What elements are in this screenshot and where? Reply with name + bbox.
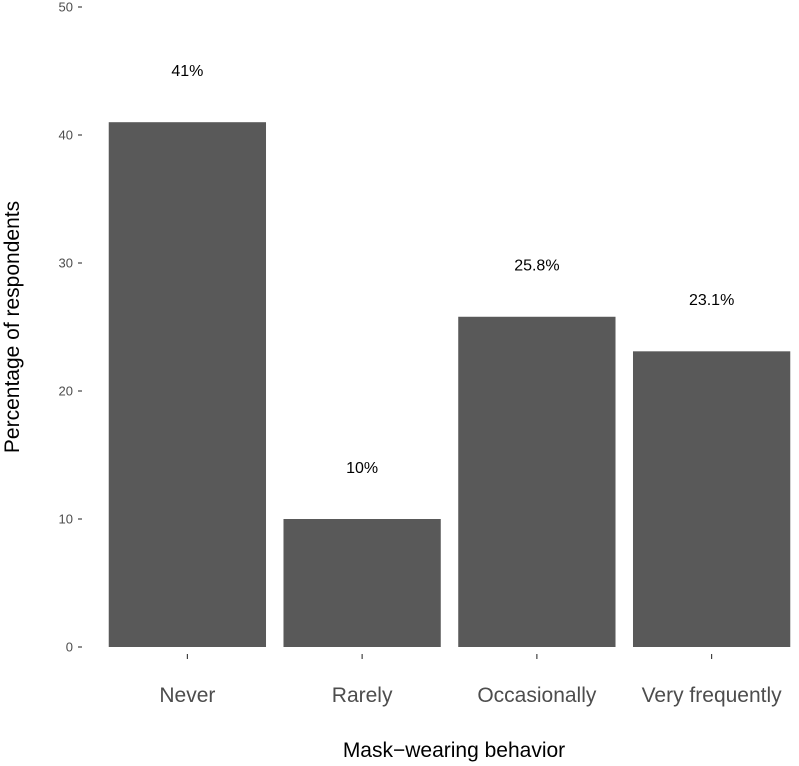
data-labels: 41% 10% 25.8% 23.1% bbox=[171, 63, 734, 477]
x-tick-label: Never bbox=[159, 684, 215, 707]
y-tick-label: 10 bbox=[59, 512, 73, 527]
data-label: 23.1% bbox=[689, 292, 734, 309]
x-tick-label: Rarely bbox=[332, 684, 393, 707]
y-tick-label: 50 bbox=[59, 0, 73, 15]
x-tick-label: Very frequently bbox=[642, 684, 783, 707]
bars bbox=[108, 122, 791, 647]
data-label: 10% bbox=[346, 460, 378, 477]
x-axis-title: Mask−wearing behavior bbox=[343, 739, 565, 762]
data-label: 25.8% bbox=[514, 258, 559, 275]
y-tick-label: 0 bbox=[66, 640, 73, 655]
y-tick-label: 20 bbox=[59, 384, 73, 399]
x-axis: Never Rarely Occasionally Very frequently bbox=[159, 654, 782, 707]
bar-very-frequently bbox=[632, 351, 791, 647]
x-tick-label: Occasionally bbox=[477, 684, 597, 707]
data-label: 41% bbox=[171, 63, 203, 80]
y-tick-label: 30 bbox=[59, 256, 73, 271]
y-axis: 0 10 20 30 40 50 bbox=[59, 0, 82, 655]
bar-never bbox=[108, 122, 267, 647]
y-tick-label: 40 bbox=[59, 128, 73, 143]
bar-rarely bbox=[283, 519, 441, 647]
y-axis-title: Percentage of respondents bbox=[1, 201, 24, 453]
bar-occasionally bbox=[458, 316, 616, 647]
